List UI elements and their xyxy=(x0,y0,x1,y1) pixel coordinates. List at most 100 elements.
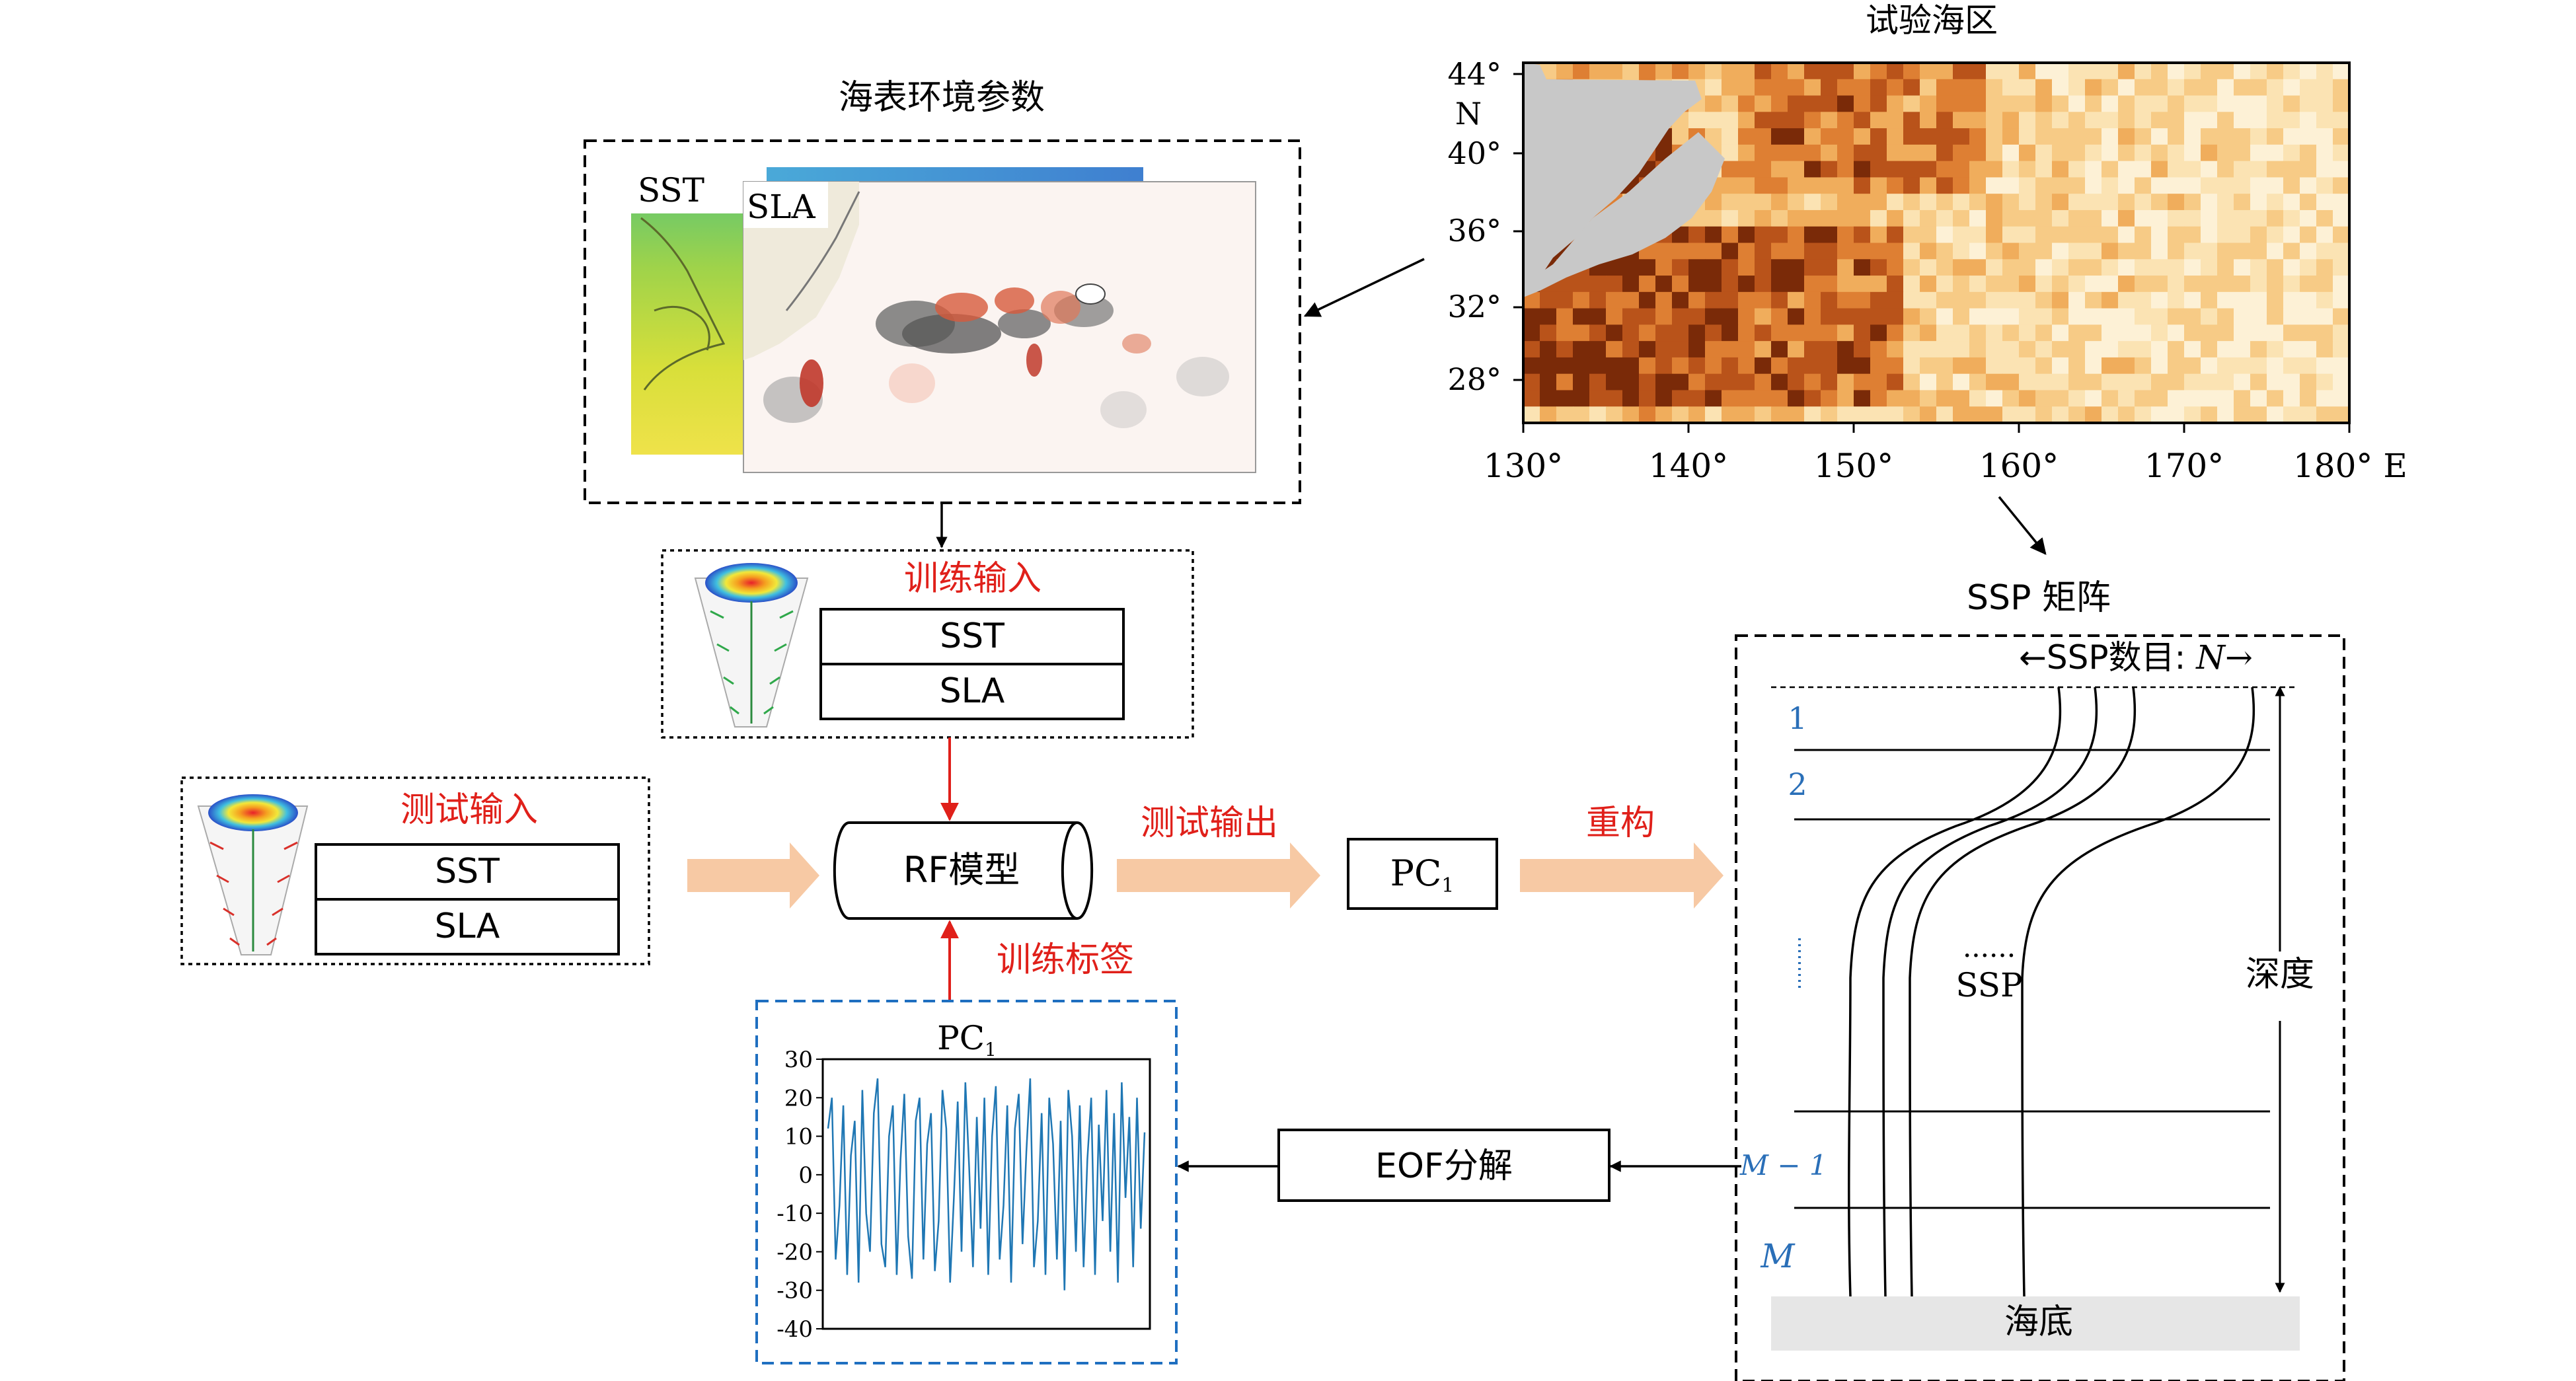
heatmap-cell xyxy=(1986,63,2003,80)
heatmap-cell xyxy=(2234,128,2251,145)
heatmap-cell xyxy=(1821,226,1838,243)
heatmap-cell xyxy=(2184,226,2201,243)
heatmap-cell xyxy=(1722,373,1739,391)
heatmap-cell xyxy=(2035,95,2053,112)
heatmap-cell xyxy=(1755,357,1772,375)
heatmap-cell xyxy=(1755,341,1772,358)
heatmap-cell xyxy=(2068,128,2086,145)
heatmap-cell xyxy=(2019,226,2036,243)
heatmap-cell xyxy=(1655,276,1673,293)
heatmap-cell xyxy=(1953,79,1970,96)
heatmap-cell xyxy=(1523,324,1540,342)
heatmap-cell xyxy=(1771,209,1788,227)
heatmap-cell xyxy=(2267,79,2284,96)
heatmap-cell xyxy=(1854,324,1871,342)
heatmap-cell xyxy=(2217,373,2234,391)
heatmap-cell xyxy=(1606,308,1623,325)
heatmap-cell xyxy=(1969,324,1987,342)
heatmap-cell xyxy=(2234,357,2251,375)
row-label-m: M xyxy=(1760,1237,1796,1275)
heatmap-cell xyxy=(1969,243,1987,260)
heatmap-cell xyxy=(1540,341,1557,358)
heatmap-cell xyxy=(2333,308,2350,325)
pc1-y-tick-label: 0 xyxy=(798,1162,813,1189)
heatmap-cell xyxy=(1788,406,1805,424)
heatmap-cell xyxy=(2052,373,2069,391)
heatmap-cell xyxy=(2102,226,2119,243)
heatmap-cell xyxy=(2267,259,2284,276)
heatmap-cell xyxy=(1821,128,1838,145)
heatmap-cell xyxy=(2151,243,2168,260)
heatmap-cell xyxy=(1936,161,1953,178)
heatmap-cell xyxy=(1705,291,1722,309)
x-tick-170: 170° xyxy=(2144,447,2224,485)
heatmap-cell xyxy=(1771,79,1788,96)
heatmap-cell xyxy=(1953,324,1970,342)
heatmap-cell xyxy=(1920,79,1937,96)
heatmap-cell xyxy=(1655,324,1673,342)
heatmap-cell xyxy=(2002,177,2020,194)
sea-area-x-ticks xyxy=(1522,423,2351,433)
heatmap-cell xyxy=(2300,161,2317,178)
heatmap-cell xyxy=(2217,357,2234,375)
heatmap-cell xyxy=(2201,128,2218,145)
heatmap-cell xyxy=(1722,63,1739,80)
heatmap-cell xyxy=(2184,276,2201,293)
heatmap-cell xyxy=(2118,209,2135,227)
heatmap-cell xyxy=(1903,324,1920,342)
heatmap-cell xyxy=(1639,276,1656,293)
heatmap-cell xyxy=(2052,161,2069,178)
heatmap-cell xyxy=(2316,95,2333,112)
heatmap-cell xyxy=(1870,406,1887,424)
heatmap-cell xyxy=(1903,308,1920,325)
heatmap-cell xyxy=(1969,259,1987,276)
heatmap-cell xyxy=(1953,243,1970,260)
heatmap-cell xyxy=(2085,357,2102,375)
heatmap-cell xyxy=(2283,161,2300,178)
heatmap-cell xyxy=(2283,259,2300,276)
heatmap-cell xyxy=(2019,243,2036,260)
heatmap-cell xyxy=(2300,259,2317,276)
heatmap-cell xyxy=(1755,209,1772,227)
heatmap-cell xyxy=(2002,161,2020,178)
heatmap-cell xyxy=(1804,276,1821,293)
heatmap-cell xyxy=(1936,112,1953,129)
heatmap-cell xyxy=(1738,259,1755,276)
heatmap-cell xyxy=(1573,341,1590,358)
test-input-sla-cell xyxy=(315,898,620,955)
ssp-dots: ...... xyxy=(1963,931,2016,963)
heatmap-cell xyxy=(2085,226,2102,243)
pc1-y-tick-label: 20 xyxy=(784,1085,813,1111)
heatmap-cell xyxy=(2267,177,2284,194)
heatmap-cell xyxy=(2135,194,2152,211)
heatmap-cell xyxy=(1722,406,1739,424)
heatmap-cell xyxy=(1722,243,1739,260)
x-tick-160: 160° xyxy=(1979,447,2059,485)
heatmap-cell xyxy=(2151,406,2168,424)
heatmap-cell xyxy=(2151,324,2168,342)
heatmap-cell xyxy=(1986,177,2003,194)
heatmap-cell xyxy=(2002,243,2020,260)
heatmap-cell xyxy=(2316,194,2333,211)
heatmap-cell xyxy=(1953,406,1970,424)
heatmap-cell xyxy=(1920,406,1937,424)
ssp-count-var: N xyxy=(2195,638,2226,677)
heatmap-cell xyxy=(1953,341,1970,358)
heatmap-cell xyxy=(2019,194,2036,211)
heatmap-cell xyxy=(2217,209,2234,227)
rf-model-label: RF模型 xyxy=(903,849,1020,891)
heatmap-cell xyxy=(1986,194,2003,211)
heatmap-cell xyxy=(1969,112,1987,129)
heatmap-cell xyxy=(2217,291,2234,309)
heatmap-cell xyxy=(1969,79,1987,96)
heatmap-cell xyxy=(2168,291,2185,309)
heatmap-cell xyxy=(1969,144,1987,162)
heatmap-cell xyxy=(2234,259,2251,276)
heatmap-cell xyxy=(1986,390,2003,407)
heatmap-cell xyxy=(2217,79,2234,96)
heatmap-cell xyxy=(2085,341,2102,358)
heatmap-cell xyxy=(2052,194,2069,211)
heatmap-cell xyxy=(2151,341,2168,358)
heatmap-cell xyxy=(1622,63,1640,80)
heatmap-cell xyxy=(2283,194,2300,211)
